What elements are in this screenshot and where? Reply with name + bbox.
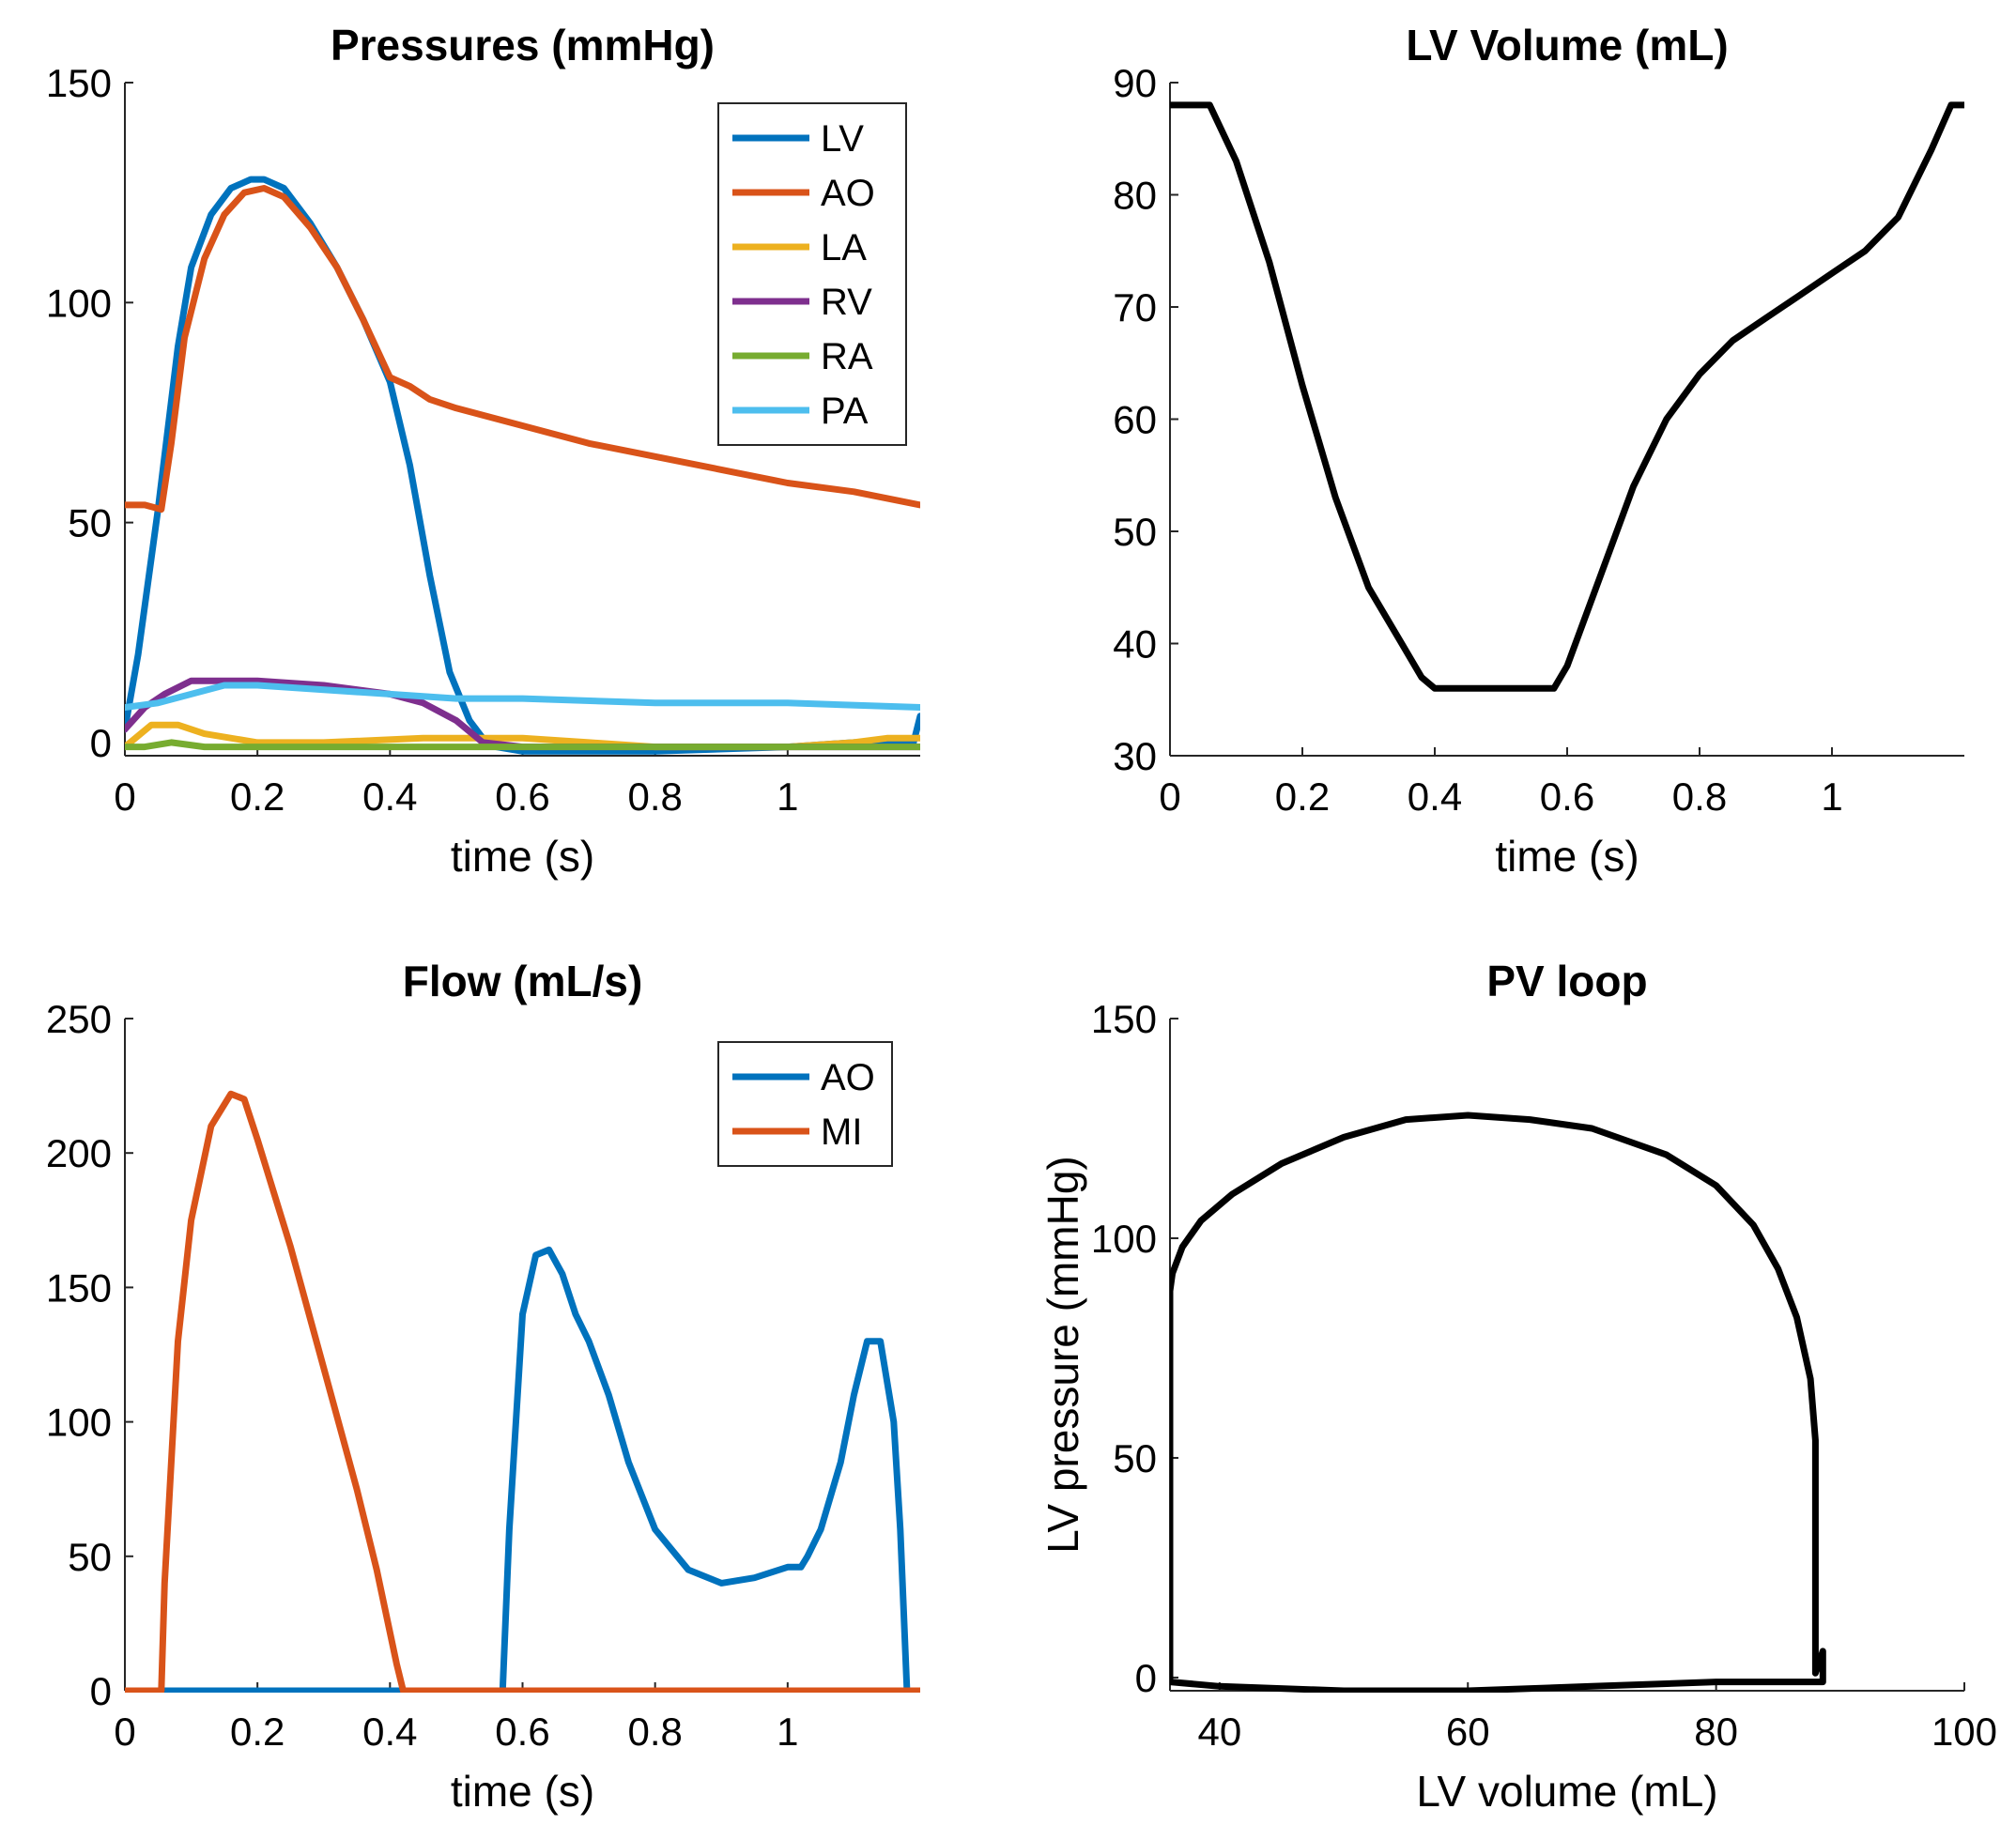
pressures-legend-label-ao: AO [821,173,875,214]
pv-loop-x-tick-label: 60 [1446,1710,1490,1754]
flow-x-tick-label: 1 [777,1710,798,1754]
lv-volume-y-tick-label: 80 [1113,174,1157,218]
panel-pv-loop: 40 60 80 100 0 50 100 150 PV loop LV volume (mL) L… [1039,957,1997,1816]
pressures-series-pa [125,682,920,711]
pv-loop-chart-title: PV loop [1486,957,1647,1005]
lv-volume-y-tick-label: 60 [1113,398,1157,442]
pv-loop-plot-area [1170,1112,1826,1693]
flow-x-tick-label: 0 [114,1710,135,1754]
pressures-y-tick-label: 0 [90,721,112,765]
panel-flow: 0 0.2 0.4 0.6 0.8 1 0 50 100 150 200 250 Flow (mL/s)… [46,957,920,1816]
pressures-x-tick-label: 0.2 [230,774,285,819]
pressures-series-ao [125,185,920,514]
lv-volume-x-tick-label: 0.4 [1408,774,1462,819]
lv-volume-y-tick-label: 70 [1113,285,1157,330]
pv-loop-x-tick-label: 100 [1931,1710,1997,1754]
lv-volume-series-lv-volume [1170,101,1964,692]
lv-volume-x-tick-label: 0.8 [1672,774,1727,819]
pressures-y-tick-label: 50 [68,501,112,545]
flow-plot-area [125,1090,920,1693]
pv-loop-y-axis-label: LV pressure (mmHg) [1039,1156,1087,1553]
pv-loop-y-tick-label: 50 [1113,1436,1157,1480]
lv-volume-y-tick-label: 90 [1113,61,1157,105]
lv-volume-y-tick-label: 40 [1113,622,1157,667]
flow-series-mi [125,1090,920,1693]
flow-x-axis-label: time (s) [451,1767,594,1816]
lv-volume-y-tick-label: 30 [1113,734,1157,778]
flow-x-tick-label: 0.8 [627,1710,682,1754]
flow-y-tick-label: 250 [46,997,112,1041]
pressures-legend: LV AO LA RV RA PA [717,102,907,446]
lv-volume-x-tick-label: 0.6 [1540,774,1594,819]
pressures-y-tick-label: 100 [46,281,112,325]
panel-lv-volume: 0 0.2 0.4 0.6 0.8 1 30 40 50 60 70 80 90 LV Volume (m… [1113,21,1964,881]
lv-volume-x-tick-label: 1 [1821,774,1842,819]
pressures-legend-label-rv: RV [821,282,872,323]
flow-x-tick-label: 0.6 [495,1710,549,1754]
pressures-x-tick-label: 0.4 [362,774,417,819]
pv-loop-x-tick-label: 40 [1198,1710,1242,1754]
panel-pressures: 0 0.2 0.4 0.6 0.8 1 0 50 100 150 Pressures (mmHg) t… [46,21,920,881]
flow-y-tick-label: 0 [90,1669,112,1713]
pv-loop-x-tick-label: 80 [1694,1710,1738,1754]
lv-volume-chart-title: LV Volume (mL) [1406,21,1728,69]
pressures-x-tick-label: 0 [114,774,135,819]
pressures-series-ra [125,739,920,751]
flow-legend: AO MI [717,1041,893,1167]
pressures-chart-title: Pressures (mmHg) [331,21,715,69]
pressures-legend-label-pa: PA [821,391,869,432]
pressures-legend-label-ra: RA [821,336,873,377]
pressures-legend-box [717,102,907,446]
lv-volume-x-axis-label: time (s) [1495,832,1639,881]
flow-series-ao [125,1246,920,1693]
flow-chart-title: Flow (mL/s) [403,957,643,1005]
pressures-x-tick-label: 1 [777,774,798,819]
flow-x-tick-label: 0.2 [230,1710,285,1754]
pressures-legend-label-la: LA [821,227,867,268]
pressures-x-tick-label: 0.6 [495,774,549,819]
flow-legend-label-mi: MI [821,1112,862,1153]
flow-y-tick-label: 150 [46,1265,112,1310]
pv-loop-series-pv-loop [1170,1112,1826,1693]
lv-volume-y-tick-label: 50 [1113,510,1157,554]
pressures-x-axis-label: time (s) [451,832,594,881]
pressures-plot-area [125,176,920,755]
pv-loop-y-tick-label: 0 [1135,1656,1157,1700]
pressures-legend-label-lv: LV [821,118,864,160]
pressures-x-tick-label: 0.8 [627,774,682,819]
lv-volume-x-tick-label: 0.2 [1275,774,1330,819]
pressures-y-tick-label: 150 [46,61,112,105]
flow-y-tick-label: 200 [46,1131,112,1175]
lv-volume-plot-area [1170,101,1964,692]
flow-legend-label-ao: AO [821,1057,875,1098]
pv-loop-y-tick-label: 100 [1091,1217,1157,1261]
flow-x-tick-label: 0.4 [362,1710,417,1754]
pv-loop-y-tick-label: 150 [1091,997,1157,1041]
pv-loop-x-axis-label: LV volume (mL) [1416,1767,1717,1816]
flow-legend-box [717,1041,893,1167]
flow-y-tick-label: 100 [46,1401,112,1445]
flow-y-tick-label: 50 [68,1535,112,1579]
lv-volume-x-tick-label: 0 [1159,774,1180,819]
